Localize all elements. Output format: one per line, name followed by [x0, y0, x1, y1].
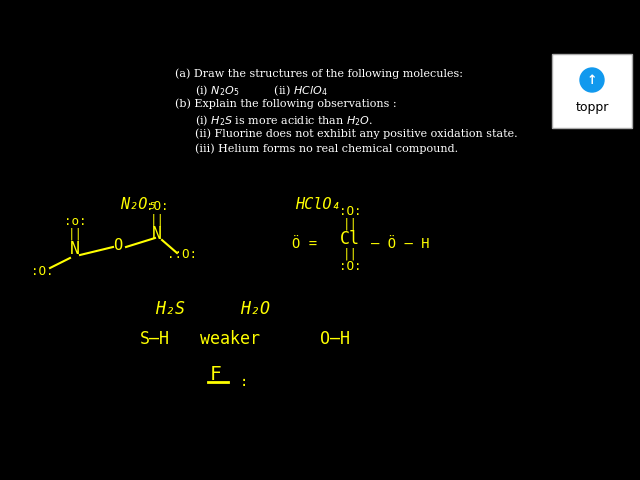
FancyBboxPatch shape [552, 54, 632, 128]
Text: Ö =: Ö = [292, 237, 317, 251]
Text: (i) $N_2O_5$          (ii) $HClO_4$: (i) $N_2O_5$ (ii) $HClO_4$ [195, 83, 328, 97]
Text: N: N [152, 225, 162, 243]
Text: ||: || [342, 248, 358, 261]
Text: S–H: S–H [140, 330, 170, 348]
Text: O: O [113, 238, 123, 253]
Text: (a) Draw the structures of the following molecules:: (a) Draw the structures of the following… [175, 68, 463, 79]
Text: ||: || [67, 228, 83, 241]
Text: :O.: :O. [31, 265, 53, 278]
Text: toppr: toppr [575, 101, 609, 115]
Text: (iii) Helium forms no real chemical compound.: (iii) Helium forms no real chemical comp… [195, 143, 458, 154]
Text: – Ö – H: – Ö – H [371, 237, 429, 251]
Text: :: : [240, 375, 248, 389]
Text: ||: || [150, 213, 164, 226]
Text: N₂O₅: N₂O₅ [120, 197, 157, 212]
Text: ||: || [342, 218, 358, 231]
Text: N: N [70, 240, 80, 258]
Text: H₂O: H₂O [240, 300, 270, 318]
Text: F: F [210, 365, 221, 384]
Text: Cl: Cl [340, 230, 360, 248]
Text: HClO₄: HClO₄ [295, 197, 340, 212]
Text: (ii) Fluorine does not exhibit any positive oxidation state.: (ii) Fluorine does not exhibit any posit… [195, 128, 518, 139]
Text: :o:: :o: [64, 215, 86, 228]
Text: weaker: weaker [200, 330, 260, 348]
Text: H₂S: H₂S [155, 300, 185, 318]
Text: :O:: :O: [146, 200, 168, 213]
Text: O–H: O–H [320, 330, 350, 348]
Text: .:O:: .:O: [167, 248, 197, 261]
Text: ↑: ↑ [587, 73, 597, 86]
Text: :O:: :O: [339, 260, 361, 273]
Circle shape [580, 68, 604, 92]
Text: (i) $H_2S$ is more acidic than $H_2O$.: (i) $H_2S$ is more acidic than $H_2O$. [195, 113, 373, 128]
Text: (b) Explain the following observations :: (b) Explain the following observations : [175, 98, 397, 108]
Text: :O:: :O: [339, 205, 361, 218]
